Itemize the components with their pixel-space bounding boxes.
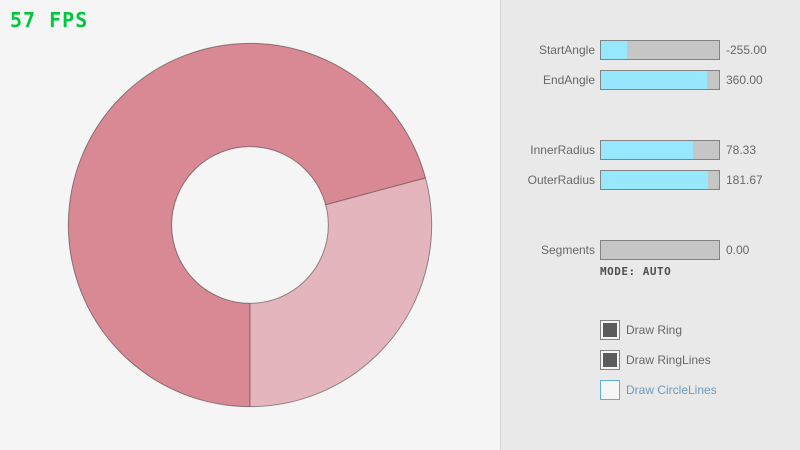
endangle-value: 360.00 [726, 73, 763, 87]
ring-graphic [67, 42, 433, 408]
draw-ring-label: Draw Ring [626, 323, 683, 337]
startangle-value: -255.00 [726, 43, 767, 57]
innerradius-slider[interactable] [600, 140, 720, 160]
endangle-label: EndAngle [542, 73, 595, 87]
mode-indicator: MODE: AUTO [600, 265, 672, 278]
draw-circlelines-checkbox[interactable] [600, 380, 620, 400]
draw-ringlines-checkbox[interactable] [600, 350, 620, 370]
innerradius-value: 78.33 [726, 143, 757, 157]
outerradius-slider[interactable] [600, 170, 720, 190]
segments-value: 0.00 [726, 243, 750, 257]
draw-circlelines-label: Draw CircleLines [626, 383, 717, 397]
outerradius-value: 181.67 [726, 173, 763, 187]
innerradius-slider-fill [601, 141, 694, 159]
startangle-slider[interactable] [600, 40, 720, 60]
segments-slider[interactable] [600, 240, 720, 260]
startangle-label: StartAngle [538, 43, 595, 57]
outerradius-label: OuterRadius [527, 173, 595, 187]
draw-ringlines-label: Draw RingLines [626, 353, 711, 367]
endangle-slider-fill [601, 71, 708, 89]
segments-label: Segments [540, 243, 595, 257]
endangle-slider[interactable] [600, 70, 720, 90]
fps-counter: 57 FPS [10, 8, 89, 32]
check-row-draw-ringlines: Draw RingLines [600, 350, 711, 370]
check-row-draw-ring: Draw Ring [600, 320, 682, 340]
startangle-slider-fill [601, 41, 627, 59]
draw-ring-checkbox[interactable] [600, 320, 620, 340]
innerradius-label: InnerRadius [530, 143, 595, 157]
check-row-draw-circlelines: Draw CircleLines [600, 380, 717, 400]
outerradius-slider-fill [601, 171, 709, 189]
